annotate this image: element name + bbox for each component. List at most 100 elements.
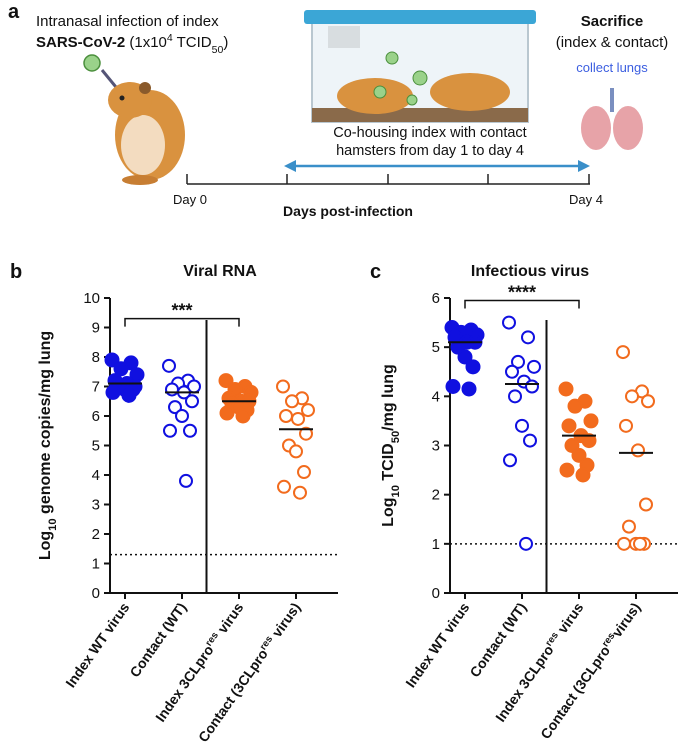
data-point xyxy=(511,354,525,369)
text-segment: virus xyxy=(552,599,587,639)
data-point xyxy=(521,330,535,345)
data-point xyxy=(291,411,305,426)
data-point xyxy=(567,398,583,414)
virus-icon xyxy=(83,54,101,72)
text-segment: virus) xyxy=(266,600,303,644)
y-tick-label: 4 xyxy=(432,388,440,405)
data-point xyxy=(639,497,653,512)
data-point xyxy=(616,345,630,360)
text-segment: 10 xyxy=(390,485,402,497)
data-point xyxy=(179,473,193,488)
panel-letter: c xyxy=(370,261,381,283)
y-tick-label: 5 xyxy=(92,438,100,455)
arrow-head xyxy=(578,160,590,172)
data-point xyxy=(105,384,121,400)
text-segment: 4 xyxy=(167,32,173,44)
data-point xyxy=(299,426,313,441)
text-segment: TCID xyxy=(380,443,397,485)
timeline-label: Day 0 xyxy=(173,192,207,207)
data-point xyxy=(583,413,599,429)
y-tick-label: 3 xyxy=(92,497,100,514)
timeline xyxy=(186,174,590,185)
y-axis-title: Log10 TCID50/mg lung xyxy=(380,364,402,527)
text-segment: Contact (WT) xyxy=(466,600,529,681)
data-point xyxy=(508,389,522,404)
data-point xyxy=(279,409,293,423)
panel-letter: a xyxy=(8,1,20,23)
data-point xyxy=(525,379,539,394)
data-point xyxy=(461,381,477,397)
infection-text: SARS-CoV-2 (1x104 TCID50) xyxy=(36,32,228,56)
data-point xyxy=(297,465,311,480)
chart-title: Infectious virus xyxy=(471,263,589,280)
collect-text: collect lungs xyxy=(576,60,648,75)
data-point xyxy=(277,479,291,494)
data-point xyxy=(168,400,182,415)
text-segment: genome copies/mg lung xyxy=(37,331,54,519)
text-segment: (1x10 xyxy=(125,34,167,51)
data-point xyxy=(571,447,587,463)
data-point xyxy=(523,433,537,448)
text-segment: virus) xyxy=(608,600,643,640)
panel-letter: b xyxy=(10,261,22,283)
y-tick-label: 1 xyxy=(92,556,100,573)
data-point xyxy=(276,379,290,394)
timeline-label: Day 4 xyxy=(569,192,603,207)
significance-bracket xyxy=(124,317,240,327)
data-point xyxy=(564,438,580,453)
text-segment: Log xyxy=(380,498,397,527)
data-point xyxy=(575,467,591,483)
significance-label: *** xyxy=(171,301,192,321)
data-point xyxy=(633,536,647,551)
y-tick-label: 2 xyxy=(92,526,100,543)
timeline-title: Days post-infection xyxy=(283,203,413,219)
data-point xyxy=(235,408,251,424)
cohousing-text: Co-housing index with contact xyxy=(333,125,526,141)
data-point xyxy=(163,423,177,438)
data-point xyxy=(113,361,129,377)
y-tick-label: 4 xyxy=(92,467,100,484)
cohousing-text: hamsters from day 1 to day 4 xyxy=(336,143,524,159)
lungs-icon xyxy=(581,88,643,150)
text-segment: 50 xyxy=(212,44,224,56)
schematic: a Intranasal infection of index SARS-CoV… xyxy=(8,1,668,219)
data-point xyxy=(293,485,307,500)
data-point xyxy=(162,358,176,373)
data-point xyxy=(457,349,473,365)
data-point xyxy=(121,387,137,403)
y-axis-title: Log10 genome copies/mg lung xyxy=(37,331,59,560)
data-point xyxy=(104,352,120,368)
data-point xyxy=(503,453,517,468)
text-segment: Index 3CLpro xyxy=(152,642,216,724)
data-point xyxy=(450,339,466,355)
x-tick-label: Contact (WT) xyxy=(126,600,189,681)
data-point xyxy=(219,405,235,421)
data-point xyxy=(617,536,631,551)
data-point xyxy=(561,418,577,434)
text-segment: ) xyxy=(223,34,228,51)
x-tick-label: Index WT virus xyxy=(402,599,472,690)
data-point xyxy=(445,379,461,394)
data-point xyxy=(558,381,574,397)
y-tick-label: 0 xyxy=(432,585,440,602)
y-tick-label: 6 xyxy=(92,408,100,425)
significance-bracket xyxy=(464,299,580,309)
chart-title: Viral RNA xyxy=(183,263,257,280)
data-point xyxy=(289,444,303,459)
y-tick-label: 5 xyxy=(432,339,440,356)
data-point xyxy=(515,418,529,433)
y-tick-label: 8 xyxy=(92,349,100,366)
sacrifice-text: Sacrifice xyxy=(581,13,644,30)
y-tick-label: 7 xyxy=(92,379,100,396)
data-point xyxy=(502,315,516,330)
x-tick-label: Index WT virus xyxy=(62,599,132,690)
x-tick-label: Contact (WT) xyxy=(466,600,529,681)
y-tick-label: 1 xyxy=(432,536,440,553)
data-point xyxy=(581,433,597,449)
sacrifice-text: (index & contact) xyxy=(556,34,669,51)
text-segment: SARS-CoV-2 xyxy=(36,34,125,51)
cage-icon xyxy=(304,10,536,123)
data-point xyxy=(185,394,199,409)
data-point xyxy=(631,443,645,458)
text-segment: Index WT virus xyxy=(62,599,132,690)
